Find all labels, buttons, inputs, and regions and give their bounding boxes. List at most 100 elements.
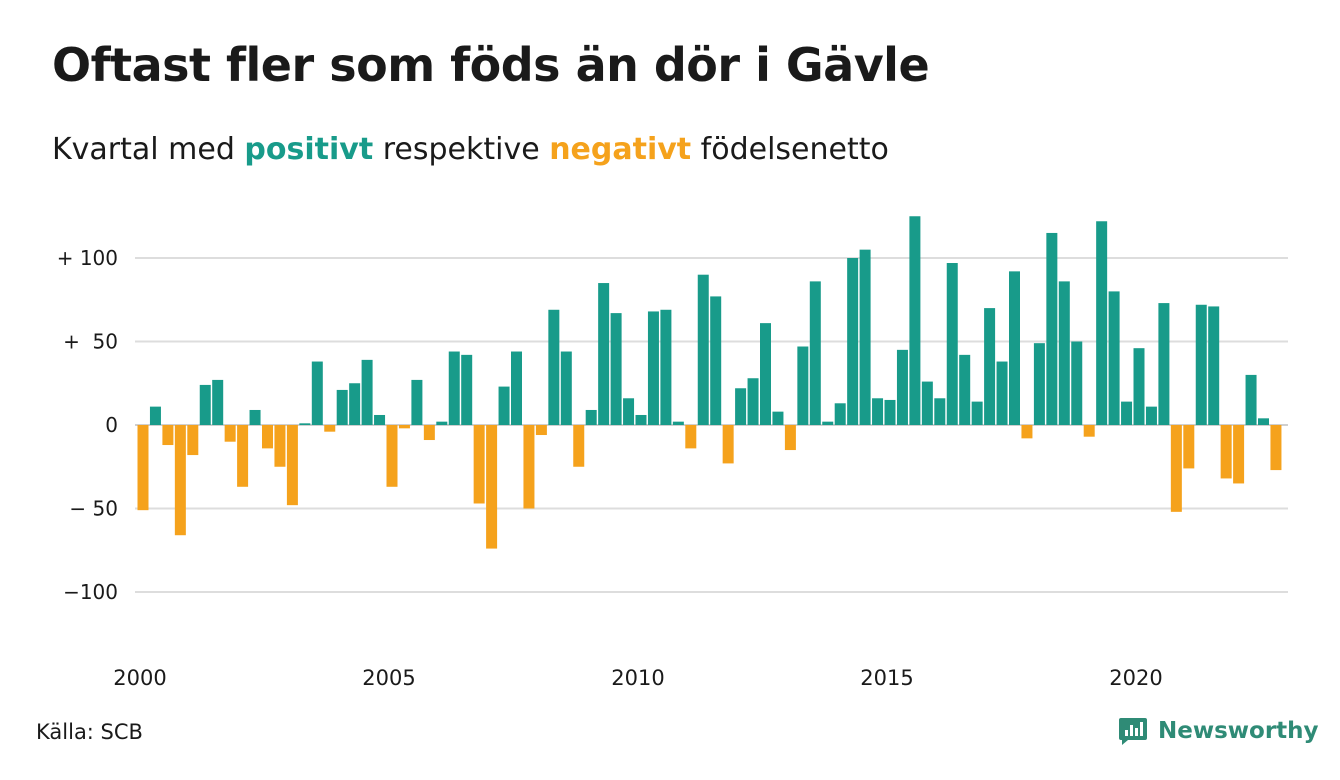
bar (1145, 406, 1157, 425)
bar (1096, 221, 1108, 425)
bar (884, 399, 896, 425)
bar (934, 398, 946, 425)
bar (1121, 401, 1133, 425)
bar (336, 389, 348, 425)
bar (1270, 425, 1282, 471)
bar (685, 425, 697, 449)
bar (747, 378, 759, 425)
bar (1183, 425, 1195, 469)
y-tick-label: − 50 (69, 497, 118, 521)
subtitle-positive-word: positivt (244, 132, 374, 167)
bar (647, 311, 659, 425)
bar (149, 406, 161, 425)
bar (199, 384, 211, 425)
bar (411, 379, 423, 425)
brand: Newsworthy (1118, 716, 1319, 746)
bar (1170, 425, 1182, 512)
bar (896, 349, 908, 425)
bar (635, 414, 647, 425)
bar (511, 351, 522, 425)
bar (971, 401, 983, 425)
x-tick-label: 2010 (611, 666, 664, 690)
bar (436, 421, 448, 425)
source-note: Källa: SCB (36, 720, 143, 744)
bar (374, 414, 386, 425)
bar (585, 409, 597, 425)
bar (448, 351, 460, 425)
bar (1021, 425, 1033, 439)
bar (349, 383, 361, 425)
bar (598, 283, 610, 425)
bar (187, 425, 199, 456)
bar (1133, 348, 1145, 425)
bar (909, 216, 921, 425)
bar (735, 388, 747, 425)
bar (224, 425, 236, 442)
bar (560, 351, 572, 425)
bar-chart: + 100 + 50 0 − 50 −100 2000 2005 2010 2015 2020 (57, 216, 1288, 690)
bar (249, 409, 261, 425)
bar (797, 346, 809, 425)
bar (361, 359, 373, 425)
y-tick-label: −100 (63, 580, 118, 604)
chart-title: Oftast fler som föds än dör i Gävle (52, 38, 930, 92)
bar (872, 398, 884, 425)
bar (523, 425, 535, 509)
bar (262, 425, 273, 449)
bar (722, 425, 734, 464)
bar (311, 361, 323, 425)
bar (174, 425, 186, 536)
bar (137, 425, 149, 511)
bar (237, 425, 249, 487)
bar (1046, 232, 1058, 425)
bar (573, 425, 585, 467)
bar (610, 313, 622, 425)
bar (921, 381, 933, 425)
bar (386, 425, 398, 487)
bar (1058, 281, 1070, 425)
bar (324, 425, 336, 432)
bar (1195, 304, 1207, 425)
bar (299, 423, 311, 425)
bar (473, 425, 485, 504)
subtitle-middle: respektive (373, 132, 550, 167)
bar (1071, 341, 1083, 425)
y-tick-label: 0 (105, 413, 118, 437)
brand-name: Newsworthy (1158, 718, 1319, 744)
newsworthy-logo-icon (1119, 718, 1147, 745)
bar (1245, 374, 1257, 425)
bar (760, 323, 771, 425)
bar (984, 308, 996, 425)
x-tick-label: 2005 (362, 666, 415, 690)
subtitle-suffix: födelsenetto (691, 132, 889, 167)
bar (212, 379, 224, 425)
y-tick-label: + 50 (63, 330, 118, 354)
x-tick-label: 2020 (1109, 666, 1162, 690)
bar (784, 425, 796, 451)
chart-subtitle: Kvartal med positivt respektive negativt… (52, 132, 889, 167)
bar (697, 274, 709, 425)
bar (1258, 418, 1269, 425)
bar (809, 281, 821, 425)
bar (623, 398, 635, 425)
bar (398, 425, 410, 429)
subtitle-negative-word: negativt (549, 132, 692, 167)
bar (822, 421, 834, 425)
x-tick-label: 2015 (860, 666, 913, 690)
bar (847, 258, 859, 425)
bar (486, 425, 498, 549)
bar (946, 263, 958, 425)
x-tick-label: 2000 (113, 666, 166, 690)
bar (834, 403, 846, 425)
bar (1009, 271, 1020, 425)
bar (461, 354, 473, 425)
bar (959, 354, 971, 425)
subtitle-prefix: Kvartal med (52, 132, 245, 167)
bar (672, 421, 684, 425)
bar (1220, 425, 1232, 479)
bar (423, 425, 435, 441)
bar (660, 309, 672, 425)
bar (710, 296, 722, 425)
bar (859, 249, 871, 425)
y-tick-label: + 100 (57, 246, 118, 270)
